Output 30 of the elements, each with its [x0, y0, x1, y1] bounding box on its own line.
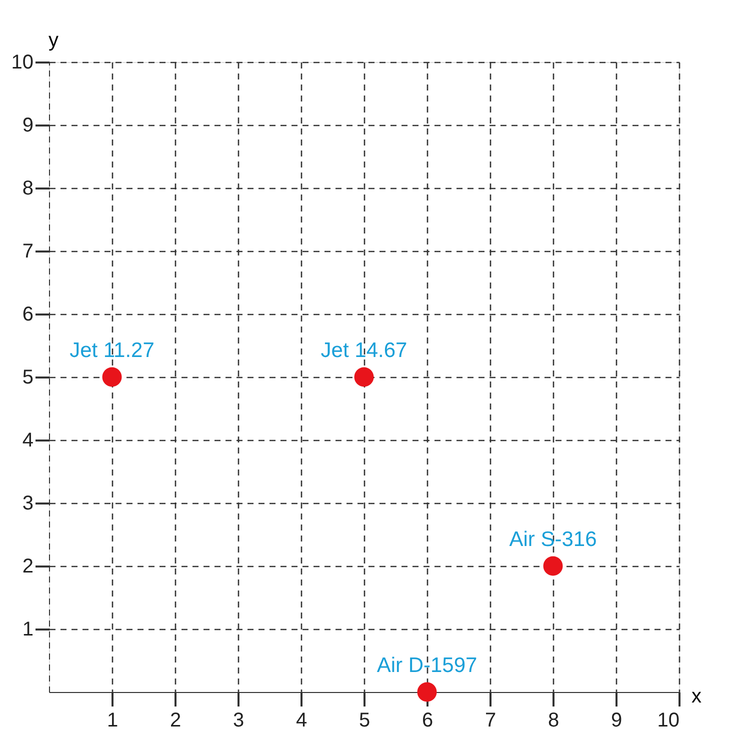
- annotation: Air S-316: [509, 528, 597, 551]
- y-tick-label: 1: [22, 618, 34, 640]
- x-tick-label: 9: [610, 710, 622, 732]
- x-tick-label: 10: [657, 710, 680, 732]
- y-tick-label: 8: [22, 178, 34, 200]
- y-tick-label: 7: [22, 240, 34, 262]
- annotation: Jet 14.67: [320, 339, 408, 362]
- point: [102, 367, 122, 387]
- x-tick-label: 8: [548, 710, 560, 732]
- x-tick-label: 1: [106, 710, 118, 732]
- x-tick-label: 4: [296, 710, 308, 732]
- x-tick-label: 3: [232, 710, 244, 732]
- y-tick-label: 5: [22, 366, 34, 388]
- point: [417, 682, 437, 702]
- y-axis-title: y: [48, 30, 58, 52]
- y-tick-label: 2: [22, 556, 34, 578]
- y-tick-label: 9: [22, 114, 34, 136]
- point: [354, 367, 374, 387]
- annotation: Jet 11.27: [70, 339, 154, 362]
- x-tick-label: 7: [484, 710, 496, 732]
- y-tick-label: 10: [11, 52, 34, 74]
- x-tick-label: 5: [358, 710, 370, 732]
- x-tick-label: 2: [170, 710, 182, 732]
- y-tick-label: 3: [22, 492, 34, 514]
- y-tick-label: 6: [22, 304, 34, 326]
- annotation: Air D-1597: [376, 654, 478, 677]
- y-tick-label: 4: [22, 430, 34, 452]
- x-tick-label: 6: [422, 710, 434, 732]
- x-axis-title: x: [692, 686, 702, 708]
- point: [543, 556, 563, 576]
